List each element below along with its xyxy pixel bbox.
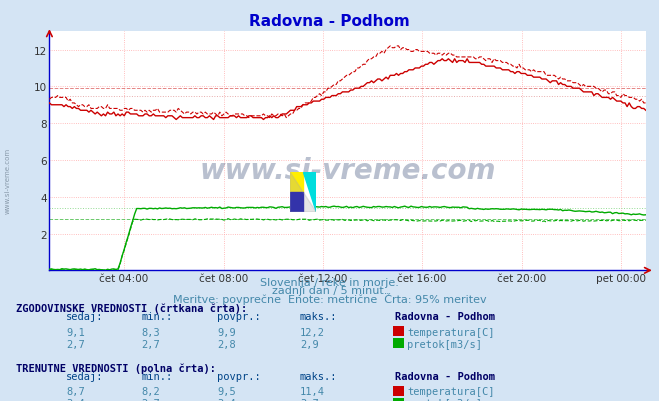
Text: www.si-vreme.com: www.si-vreme.com bbox=[5, 148, 11, 213]
Text: 9,5: 9,5 bbox=[217, 386, 236, 396]
Text: 12,2: 12,2 bbox=[300, 327, 325, 337]
Text: www.si-vreme.com: www.si-vreme.com bbox=[200, 156, 496, 184]
Text: temperatura[C]: temperatura[C] bbox=[407, 386, 495, 396]
Bar bbox=[290, 172, 303, 192]
Text: 8,2: 8,2 bbox=[142, 386, 160, 396]
Text: Meritve: povprečne  Enote: metrične  Črta: 95% meritev: Meritve: povprečne Enote: metrične Črta:… bbox=[173, 293, 486, 305]
Text: 2,7: 2,7 bbox=[66, 339, 84, 349]
Text: 9,9: 9,9 bbox=[217, 327, 236, 337]
Text: pretok[m3/s]: pretok[m3/s] bbox=[407, 398, 482, 401]
Text: 3,4: 3,4 bbox=[66, 398, 84, 401]
Polygon shape bbox=[303, 172, 316, 213]
Text: povpr.:: povpr.: bbox=[217, 371, 261, 381]
Text: 2,8: 2,8 bbox=[217, 339, 236, 349]
Text: maks.:: maks.: bbox=[300, 312, 337, 322]
Text: pretok[m3/s]: pretok[m3/s] bbox=[407, 339, 482, 349]
Text: Slovenija / reke in morje.: Slovenija / reke in morje. bbox=[260, 277, 399, 288]
Text: sedaj:: sedaj: bbox=[66, 312, 103, 322]
Text: Radovna - Podhom: Radovna - Podhom bbox=[395, 371, 496, 381]
Text: 9,1: 9,1 bbox=[66, 327, 84, 337]
Text: 11,4: 11,4 bbox=[300, 386, 325, 396]
Text: Radovna - Podhom: Radovna - Podhom bbox=[249, 14, 410, 29]
Text: temperatura[C]: temperatura[C] bbox=[407, 327, 495, 337]
Text: Radovna - Podhom: Radovna - Podhom bbox=[395, 312, 496, 322]
Text: 8,3: 8,3 bbox=[142, 327, 160, 337]
Text: 2,9: 2,9 bbox=[300, 339, 318, 349]
Text: ZGODOVINSKE VREDNOSTI (črtkana črta):: ZGODOVINSKE VREDNOSTI (črtkana črta): bbox=[16, 303, 248, 313]
Text: min.:: min.: bbox=[142, 312, 173, 322]
Text: zadnji dan / 5 minut.: zadnji dan / 5 minut. bbox=[272, 285, 387, 295]
Text: TRENUTNE VREDNOSTI (polna črta):: TRENUTNE VREDNOSTI (polna črta): bbox=[16, 362, 216, 373]
Bar bbox=[290, 192, 303, 213]
Text: 3,7: 3,7 bbox=[300, 398, 318, 401]
Text: 2,7: 2,7 bbox=[142, 398, 160, 401]
Polygon shape bbox=[290, 172, 316, 213]
Text: povpr.:: povpr.: bbox=[217, 312, 261, 322]
Text: maks.:: maks.: bbox=[300, 371, 337, 381]
Text: 8,7: 8,7 bbox=[66, 386, 84, 396]
Text: min.:: min.: bbox=[142, 371, 173, 381]
Text: sedaj:: sedaj: bbox=[66, 371, 103, 381]
Text: 3,4: 3,4 bbox=[217, 398, 236, 401]
Text: 2,7: 2,7 bbox=[142, 339, 160, 349]
